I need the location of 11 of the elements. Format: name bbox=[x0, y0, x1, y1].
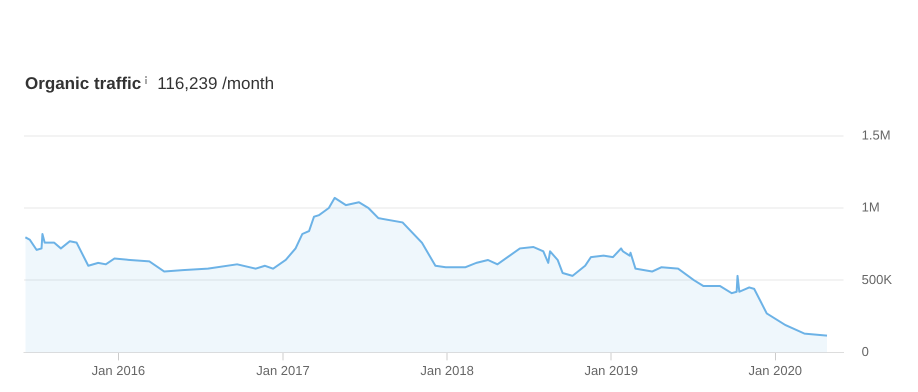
y-tick-label: 1.5M bbox=[862, 127, 891, 142]
y-tick-label: 500K bbox=[862, 272, 892, 287]
x-tick-label: Jan 2016 bbox=[92, 362, 146, 378]
chart-title: Organic traffic bbox=[25, 74, 142, 93]
x-tick-label: Jan 2020 bbox=[748, 362, 802, 378]
chart-subtitle: 116,239 /month bbox=[157, 74, 274, 93]
y-tick-label: 0 bbox=[862, 344, 869, 359]
y-tick-label: 1M bbox=[862, 200, 880, 215]
x-tick-label: Jan 2019 bbox=[584, 362, 638, 378]
x-tick-label: Jan 2018 bbox=[420, 362, 474, 378]
x-tick-label: Jan 2017 bbox=[256, 362, 310, 378]
